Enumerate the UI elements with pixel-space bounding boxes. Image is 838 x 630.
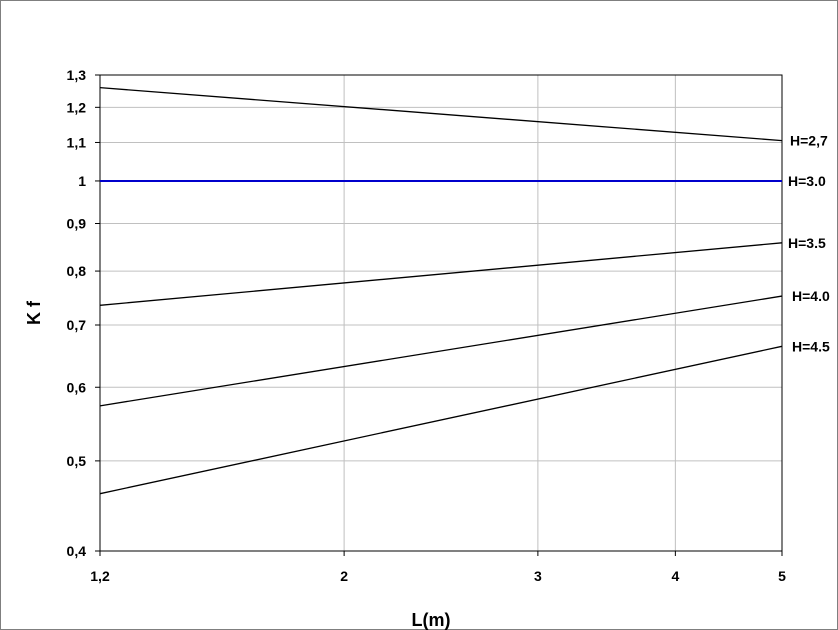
- x-tick-label: 1,2: [90, 568, 110, 584]
- y-tick-label: 0,8: [67, 263, 87, 279]
- series-label: H=4.0: [792, 288, 830, 304]
- series-label: H=2,7: [790, 133, 828, 149]
- y-tick-label: 1,3: [67, 67, 87, 83]
- series-lines: [99, 86, 783, 495]
- x-tick-label: 4: [671, 568, 679, 584]
- y-tick-label: 0,7: [67, 317, 87, 333]
- y-tick-label: 1,1: [67, 134, 87, 150]
- x-axis-title: L(m): [412, 610, 451, 630]
- plot-area: [99, 74, 783, 552]
- axis-ticks: 1,2 2 3 4 5 0,4 0,5 0,6 0,7 0,8 0,9 1 1,1 1,2 1,3: [67, 67, 787, 584]
- x-tick-label: 3: [534, 568, 542, 584]
- y-axis-title: K f: [24, 300, 44, 325]
- x-tick-label: 2: [340, 568, 348, 584]
- series-labels: H=2,7 H=3.0 H=3.5 H=4.0 H=4.5: [788, 133, 830, 355]
- x-tick-label: 5: [778, 568, 786, 584]
- y-tick-label: 0,5: [67, 453, 87, 469]
- y-tick-label: 0,9: [67, 216, 87, 232]
- series-line: [99, 242, 783, 306]
- series-label: H=3.0: [788, 173, 826, 189]
- series-label: H=3.5: [788, 235, 826, 251]
- series-line: [99, 295, 783, 407]
- y-tick-label: 0,4: [67, 543, 87, 559]
- series-line: [99, 345, 783, 495]
- y-tick-label: 0,6: [67, 379, 87, 395]
- series-line: [99, 86, 783, 142]
- series-label: H=4.5: [792, 338, 830, 354]
- y-tick-label: 1,2: [67, 99, 87, 115]
- y-tick-label: 1: [78, 173, 86, 189]
